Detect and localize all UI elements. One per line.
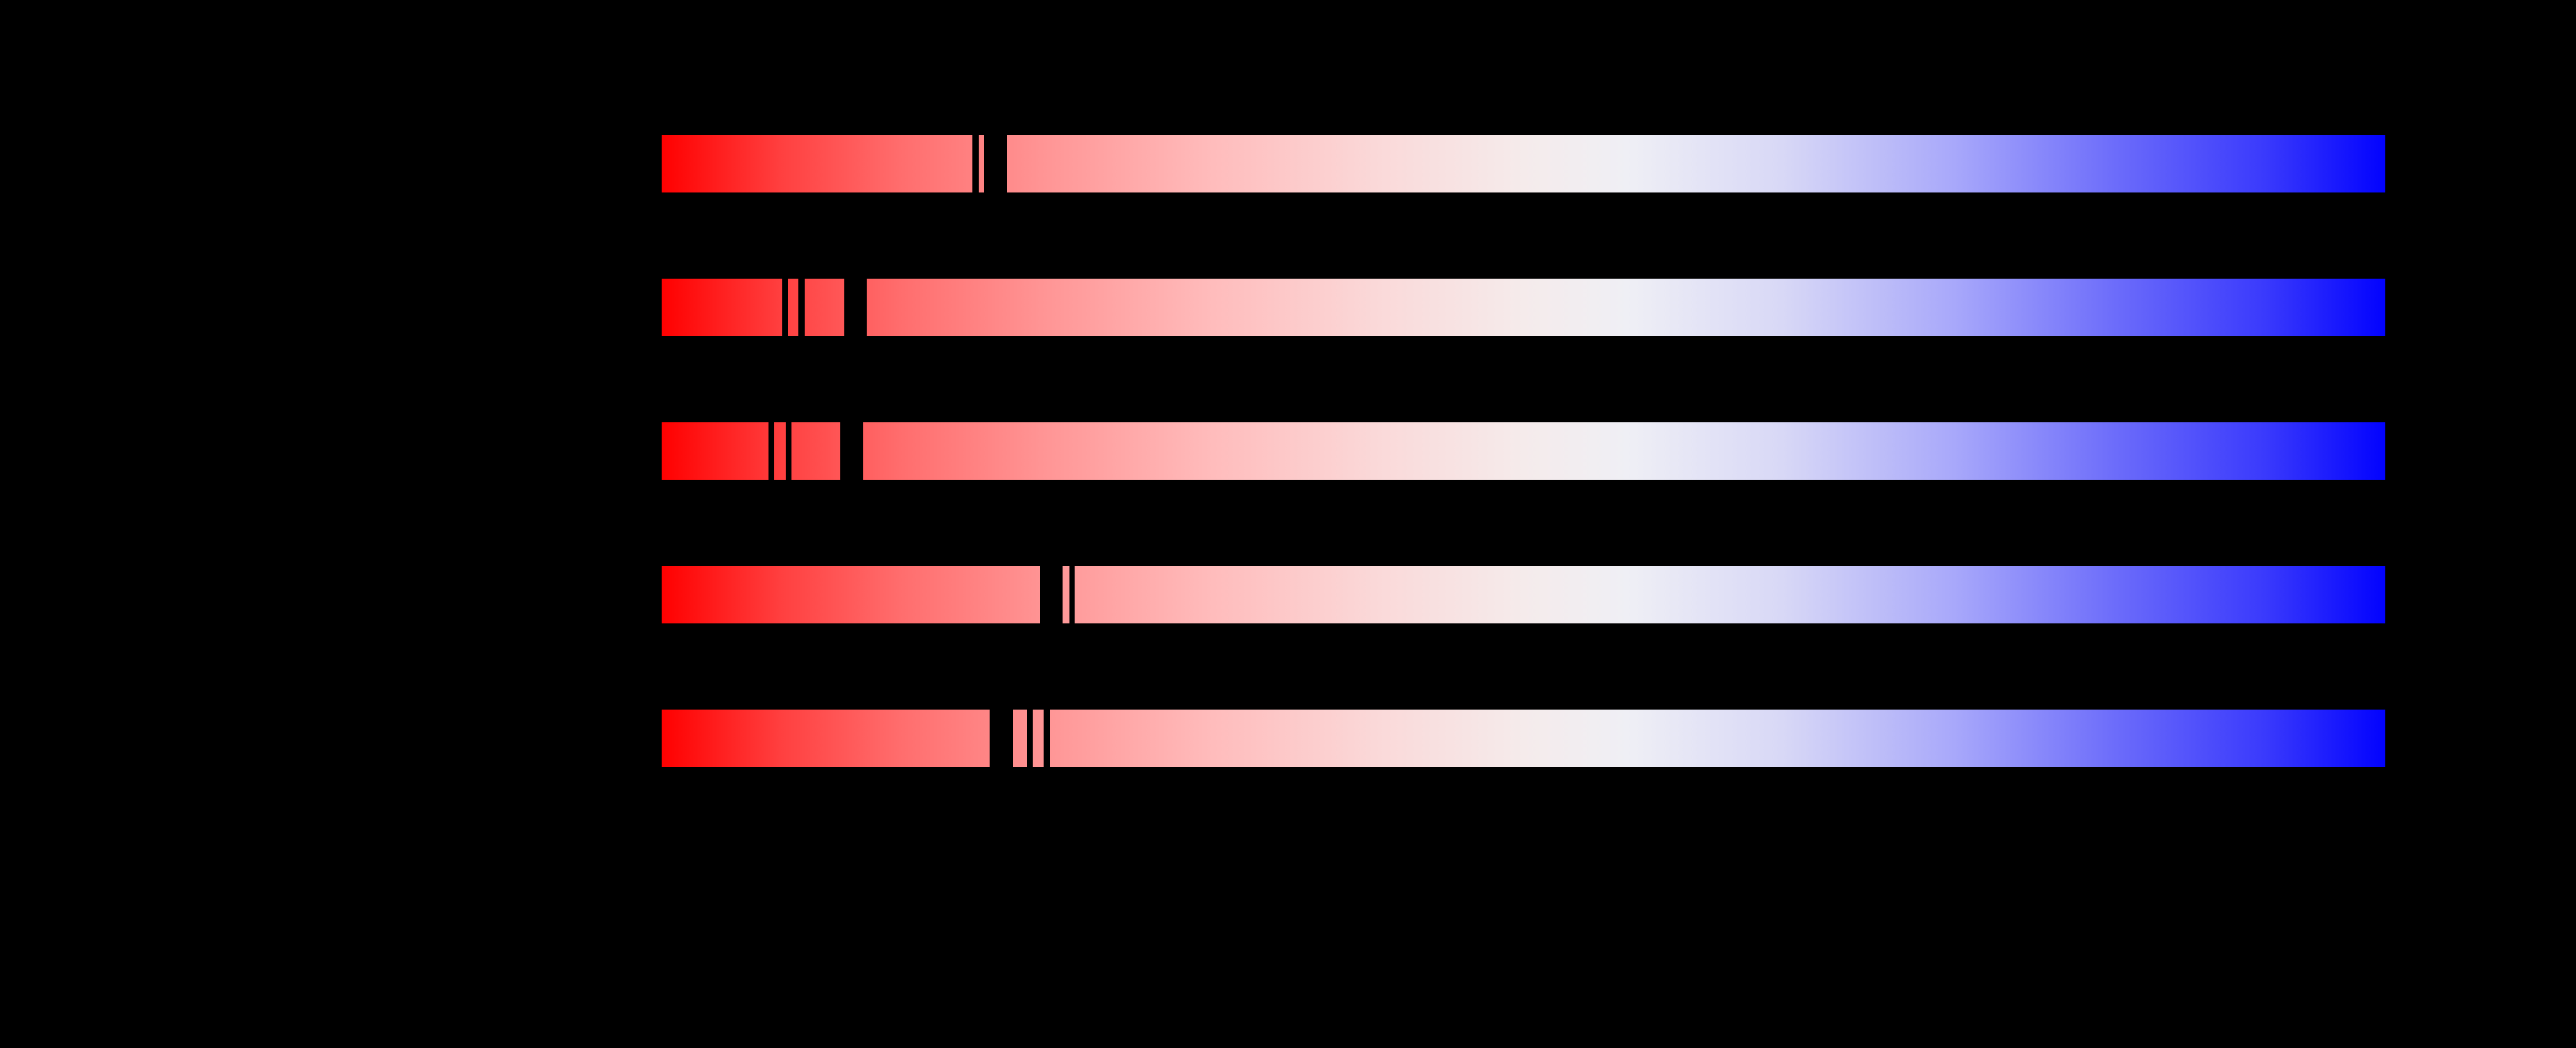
marker-line-thin (798, 279, 805, 336)
gradient-bar-row-4 (662, 566, 2385, 623)
marker-line-thin (1044, 710, 1050, 767)
marker-line-thin (782, 279, 788, 336)
marker-line-thick (984, 135, 1007, 192)
gradient-bar-row-2 (662, 279, 2385, 336)
gradient-bar-row-5 (662, 710, 2385, 767)
marker-line-thin (1069, 566, 1075, 623)
gradient-bar-row-3 (662, 422, 2385, 480)
marker-line-thin (1027, 710, 1033, 767)
marker-line-thick (840, 422, 863, 480)
marker-line-thin (786, 422, 791, 480)
gradient-bar-row-1 (662, 135, 2385, 192)
marker-line-thick (1040, 566, 1063, 623)
marker-line-thin (768, 422, 774, 480)
marker-line-thick (844, 279, 867, 336)
marker-line-thin (972, 135, 979, 192)
marker-line-thick (990, 710, 1013, 767)
